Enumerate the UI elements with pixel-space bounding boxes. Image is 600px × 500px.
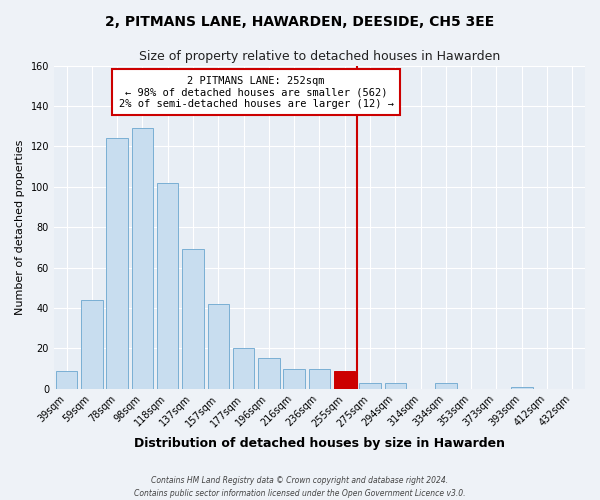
Bar bbox=[233, 348, 254, 389]
Bar bbox=[435, 382, 457, 389]
X-axis label: Distribution of detached houses by size in Hawarden: Distribution of detached houses by size … bbox=[134, 437, 505, 450]
Bar bbox=[182, 250, 204, 389]
Bar bbox=[208, 304, 229, 389]
Bar bbox=[157, 182, 178, 389]
Bar bbox=[81, 300, 103, 389]
Bar bbox=[334, 370, 355, 389]
Bar bbox=[56, 370, 77, 389]
Bar bbox=[359, 382, 381, 389]
Bar bbox=[258, 358, 280, 389]
Text: 2, PITMANS LANE, HAWARDEN, DEESIDE, CH5 3EE: 2, PITMANS LANE, HAWARDEN, DEESIDE, CH5 … bbox=[106, 15, 494, 29]
Bar bbox=[106, 138, 128, 389]
Bar bbox=[309, 368, 330, 389]
Text: 2 PITMANS LANE: 252sqm
← 98% of detached houses are smaller (562)
2% of semi-det: 2 PITMANS LANE: 252sqm ← 98% of detached… bbox=[119, 76, 394, 109]
Y-axis label: Number of detached properties: Number of detached properties bbox=[15, 140, 25, 315]
Bar bbox=[283, 368, 305, 389]
Bar bbox=[385, 382, 406, 389]
Bar bbox=[131, 128, 153, 389]
Text: Contains HM Land Registry data © Crown copyright and database right 2024.
Contai: Contains HM Land Registry data © Crown c… bbox=[134, 476, 466, 498]
Bar bbox=[511, 387, 533, 389]
Title: Size of property relative to detached houses in Hawarden: Size of property relative to detached ho… bbox=[139, 50, 500, 63]
